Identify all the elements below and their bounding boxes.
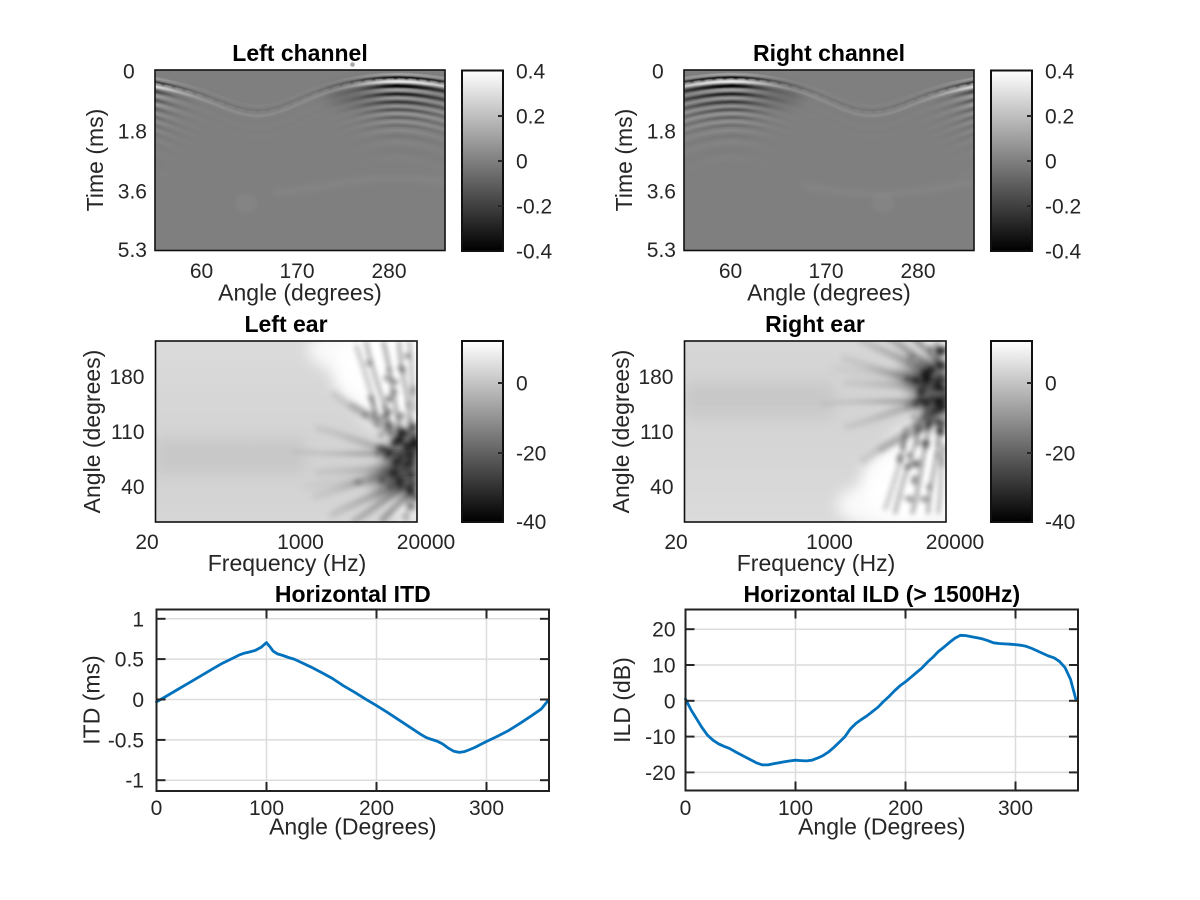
- svg-text:Time (ms): Time (ms): [611, 109, 637, 212]
- svg-text:Angle (degrees): Angle (degrees): [218, 280, 382, 306]
- svg-text:Angle (Degrees): Angle (Degrees): [269, 814, 436, 840]
- svg-text:5.3: 5.3: [647, 239, 676, 262]
- svg-text:Left channel: Left channel: [232, 40, 367, 66]
- svg-text:0: 0: [1045, 151, 1057, 174]
- svg-text:ILD (dB): ILD (dB): [609, 657, 635, 743]
- svg-text:-20: -20: [1045, 443, 1075, 466]
- svg-text:200: 200: [359, 797, 394, 820]
- svg-text:0.2: 0.2: [516, 106, 545, 129]
- svg-text:110: 110: [640, 421, 673, 444]
- svg-text:-0.4: -0.4: [1045, 240, 1082, 263]
- svg-text:40: 40: [650, 476, 673, 499]
- svg-text:0.4: 0.4: [516, 61, 546, 84]
- svg-text:180: 180: [638, 366, 673, 389]
- svg-text:-10: -10: [645, 726, 675, 749]
- svg-text:10: 10: [652, 655, 675, 678]
- svg-text:0: 0: [516, 373, 528, 396]
- svg-text:110: 110: [111, 421, 144, 444]
- svg-text:20000: 20000: [926, 531, 984, 554]
- svg-text:0.5: 0.5: [115, 649, 144, 672]
- svg-text:60: 60: [719, 260, 742, 283]
- svg-text:20: 20: [652, 619, 675, 642]
- svg-text:Angle (Degrees): Angle (Degrees): [798, 814, 965, 840]
- svg-text:5.3: 5.3: [118, 239, 147, 262]
- svg-text:0.4: 0.4: [1045, 61, 1075, 84]
- svg-text:0: 0: [132, 689, 144, 712]
- svg-text:Frequency (Hz): Frequency (Hz): [208, 550, 366, 576]
- svg-text:-0.2: -0.2: [516, 196, 552, 219]
- svg-text:100: 100: [778, 797, 813, 820]
- svg-text:-0.4: -0.4: [516, 240, 553, 263]
- svg-text:ITD (ms): ITD (ms): [79, 655, 105, 744]
- svg-text:280: 280: [900, 260, 935, 283]
- svg-text:-0.5: -0.5: [108, 729, 144, 752]
- svg-text:Right channel: Right channel: [753, 40, 905, 66]
- svg-text:1: 1: [132, 608, 144, 631]
- svg-text:0: 0: [151, 797, 163, 820]
- svg-text:0: 0: [652, 61, 664, 84]
- svg-text:-40: -40: [1045, 511, 1075, 534]
- svg-text:3.6: 3.6: [118, 181, 147, 204]
- svg-text:20: 20: [135, 531, 158, 554]
- svg-text:-0.2: -0.2: [1045, 196, 1081, 219]
- svg-text:20: 20: [664, 531, 687, 554]
- svg-text:20000: 20000: [397, 531, 455, 554]
- svg-text:3.6: 3.6: [647, 181, 676, 204]
- svg-text:0: 0: [680, 797, 692, 820]
- svg-text:Horizontal ILD (> 1500Hz): Horizontal ILD (> 1500Hz): [743, 581, 1020, 607]
- svg-text:170: 170: [808, 260, 843, 283]
- svg-text:Frequency (Hz): Frequency (Hz): [737, 550, 895, 576]
- svg-text:1000: 1000: [277, 531, 324, 554]
- svg-text:Horizontal ITD: Horizontal ITD: [275, 581, 431, 607]
- svg-text:40: 40: [121, 476, 144, 499]
- svg-text:Right ear: Right ear: [765, 311, 865, 337]
- svg-text:Time (ms): Time (ms): [82, 109, 108, 212]
- svg-text:170: 170: [279, 260, 314, 283]
- svg-text:Angle (degrees): Angle (degrees): [79, 350, 105, 514]
- svg-text:-20: -20: [645, 762, 675, 785]
- svg-text:0: 0: [664, 690, 676, 713]
- svg-text:300: 300: [998, 797, 1033, 820]
- svg-text:0: 0: [516, 151, 528, 174]
- svg-text:Left ear: Left ear: [244, 311, 327, 337]
- svg-text:-20: -20: [516, 443, 546, 466]
- svg-text:100: 100: [249, 797, 284, 820]
- svg-text:-40: -40: [516, 511, 546, 534]
- svg-text:60: 60: [190, 260, 213, 283]
- svg-text:200: 200: [888, 797, 923, 820]
- svg-text:1.8: 1.8: [647, 121, 676, 144]
- svg-text:1.8: 1.8: [118, 121, 147, 144]
- svg-text:-1: -1: [125, 770, 144, 793]
- svg-text:0: 0: [123, 61, 135, 84]
- svg-text:Angle (degrees): Angle (degrees): [608, 350, 634, 514]
- svg-text:0.2: 0.2: [1045, 106, 1074, 129]
- svg-text:280: 280: [371, 260, 406, 283]
- svg-text:0: 0: [1045, 373, 1057, 396]
- svg-text:1000: 1000: [806, 531, 853, 554]
- svg-text:Angle (degrees): Angle (degrees): [747, 280, 911, 306]
- svg-text:180: 180: [109, 366, 144, 389]
- svg-text:300: 300: [469, 797, 504, 820]
